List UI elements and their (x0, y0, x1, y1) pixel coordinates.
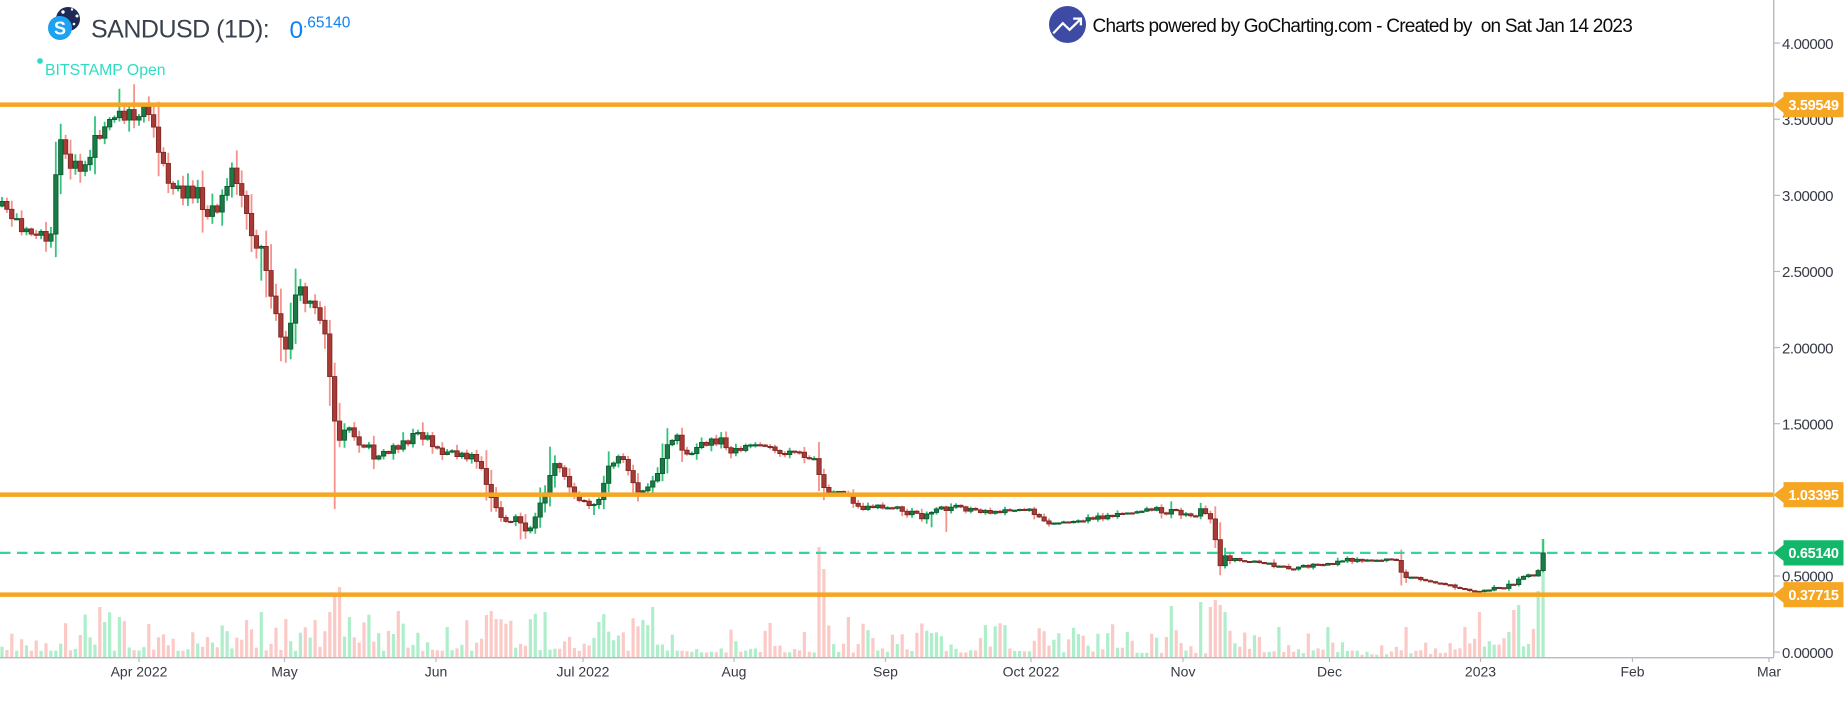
svg-text:4.00000: 4.00000 (1782, 36, 1833, 53)
svg-text:0: 0 (290, 17, 304, 44)
svg-text:May: May (271, 664, 297, 680)
svg-text:Nov: Nov (1171, 664, 1196, 680)
svg-text:SANDUSD (1D):: SANDUSD (1D): (91, 16, 269, 44)
svg-text:0.00000: 0.00000 (1782, 645, 1833, 662)
svg-text:1.03395: 1.03395 (1788, 488, 1839, 504)
svg-text:Sep: Sep (873, 664, 898, 680)
svg-text:S: S (54, 19, 66, 39)
svg-text:Aug: Aug (722, 664, 747, 680)
svg-text:2.50000: 2.50000 (1782, 264, 1833, 281)
svg-text:Dec: Dec (1317, 664, 1342, 680)
svg-text:Mar: Mar (1757, 664, 1781, 680)
svg-text:Oct 2022: Oct 2022 (1003, 664, 1060, 680)
svg-text:Charts powered by GoCharting.c: Charts powered by GoCharting.com - Creat… (1093, 16, 1633, 37)
svg-text:2.00000: 2.00000 (1782, 340, 1833, 357)
svg-text:0.37715: 0.37715 (1788, 588, 1839, 604)
svg-text:2023: 2023 (1465, 664, 1496, 680)
svg-text:Apr 2022: Apr 2022 (111, 664, 168, 680)
svg-text:Jul 2022: Jul 2022 (557, 664, 610, 680)
svg-text:0.65140: 0.65140 (1788, 546, 1839, 562)
svg-text:3.59549: 3.59549 (1788, 98, 1839, 114)
svg-text:BITSTAMP Open: BITSTAMP Open (45, 62, 166, 79)
svg-text:Feb: Feb (1620, 664, 1644, 680)
svg-text:3.00000: 3.00000 (1782, 188, 1833, 205)
svg-text:.65140: .65140 (303, 15, 351, 32)
svg-text:Jun: Jun (425, 664, 448, 680)
svg-text:1.50000: 1.50000 (1782, 416, 1833, 433)
svg-text:0.50000: 0.50000 (1782, 569, 1833, 586)
